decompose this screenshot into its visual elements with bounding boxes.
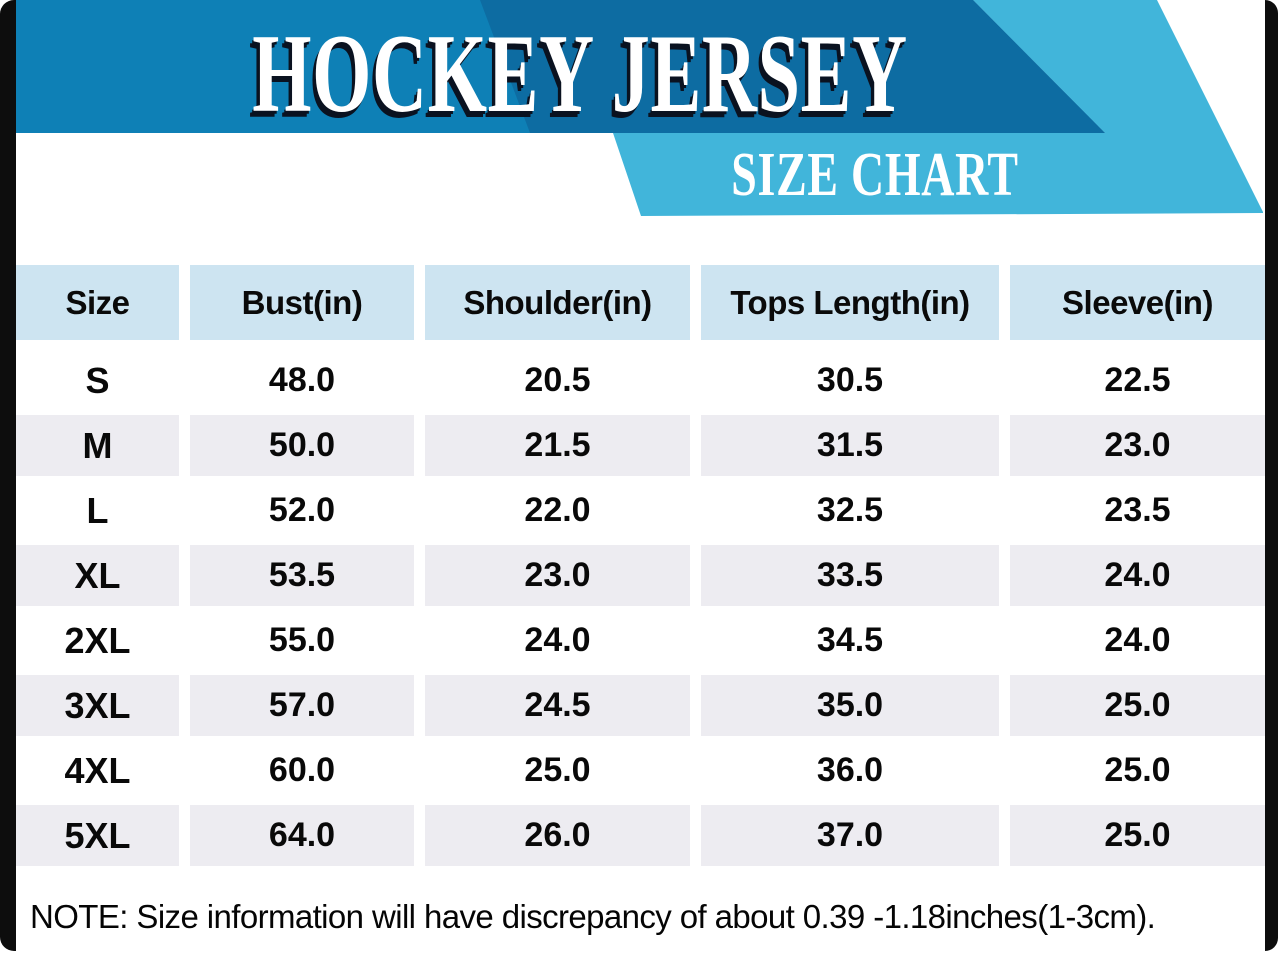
page-subtitle: SIZE CHART bbox=[731, 141, 1019, 209]
measurement-cell: 22.5 bbox=[1010, 350, 1265, 411]
measurement-cell: 25.0 bbox=[1010, 805, 1265, 866]
measurement-cell: 23.5 bbox=[1010, 480, 1265, 541]
table-header-cell: Shoulder(in) bbox=[425, 265, 690, 340]
measurement-cell: 31.5 bbox=[701, 415, 999, 476]
measurement-cell: 20.5 bbox=[425, 350, 690, 411]
measurement-cell: 50.0 bbox=[190, 415, 414, 476]
size-label-cell: M bbox=[16, 415, 179, 476]
measurement-cell: 52.0 bbox=[190, 480, 414, 541]
size-label-cell: XL bbox=[16, 545, 179, 606]
measurement-cell: 32.5 bbox=[701, 480, 999, 541]
size-label-cell: S bbox=[16, 350, 179, 411]
measurement-cell: 37.0 bbox=[701, 805, 999, 866]
table-header-cell: Tops Length(in) bbox=[701, 265, 999, 340]
header-banner-graphic bbox=[16, 0, 1263, 216]
measurement-cell: 23.0 bbox=[1010, 415, 1265, 476]
measurement-cell: 24.0 bbox=[1010, 545, 1265, 606]
banner-dark-band-shape bbox=[480, 0, 1105, 133]
measurement-cell: 21.5 bbox=[425, 415, 690, 476]
size-label-cell: 2XL bbox=[16, 610, 179, 671]
measurement-cell: 64.0 bbox=[190, 805, 414, 866]
measurement-cell: 33.5 bbox=[701, 545, 999, 606]
measurement-cell: 24.0 bbox=[425, 610, 690, 671]
size-label-cell: 5XL bbox=[16, 805, 179, 866]
measurement-cell: 57.0 bbox=[190, 675, 414, 736]
table-header-cell: Sleeve(in) bbox=[1010, 265, 1265, 340]
measurement-cell: 24.0 bbox=[1010, 610, 1265, 671]
size-label-cell: 4XL bbox=[16, 740, 179, 801]
size-note: NOTE: Size information will have discrep… bbox=[30, 898, 1156, 935]
measurement-cell: 35.0 bbox=[701, 675, 999, 736]
measurement-cell: 24.5 bbox=[425, 675, 690, 736]
size-label-cell: 3XL bbox=[16, 675, 179, 736]
measurement-cell: 26.0 bbox=[425, 805, 690, 866]
measurement-cell: 60.0 bbox=[190, 740, 414, 801]
table-header-cell: Bust(in) bbox=[190, 265, 414, 340]
size-label-cell: L bbox=[16, 480, 179, 541]
banner-cyan-ribbon-shape bbox=[613, 0, 1263, 216]
measurement-cell: 30.5 bbox=[701, 350, 999, 411]
frame-bar-left bbox=[0, 0, 16, 951]
measurement-cell: 55.0 bbox=[190, 610, 414, 671]
measurement-cell: 22.0 bbox=[425, 480, 690, 541]
page-title: HOCKEY JERSEY bbox=[252, 12, 908, 136]
measurement-cell: 48.0 bbox=[190, 350, 414, 411]
table-header-row: Size Bust(in) Shoulder(in) Tops Length(in) S… bbox=[16, 265, 1265, 340]
table-header-cell: Size bbox=[16, 265, 179, 340]
measurement-cell: 25.0 bbox=[1010, 740, 1265, 801]
measurement-cell: 53.5 bbox=[190, 545, 414, 606]
size-table: Size Bust(in) Shoulder(in) Tops Length(in) S… bbox=[16, 265, 1265, 866]
measurement-cell: 34.5 bbox=[701, 610, 999, 671]
measurement-cell: 23.0 bbox=[425, 545, 690, 606]
measurement-cell: 25.0 bbox=[1010, 675, 1265, 736]
table-body: S 48.0 20.5 30.5 22.5 M 50.0 21.5 31.5 23.0 L 52.0 2… bbox=[16, 350, 1265, 866]
measurement-cell: 25.0 bbox=[425, 740, 690, 801]
frame-bar-right bbox=[1265, 0, 1278, 951]
measurement-cell: 36.0 bbox=[701, 740, 999, 801]
